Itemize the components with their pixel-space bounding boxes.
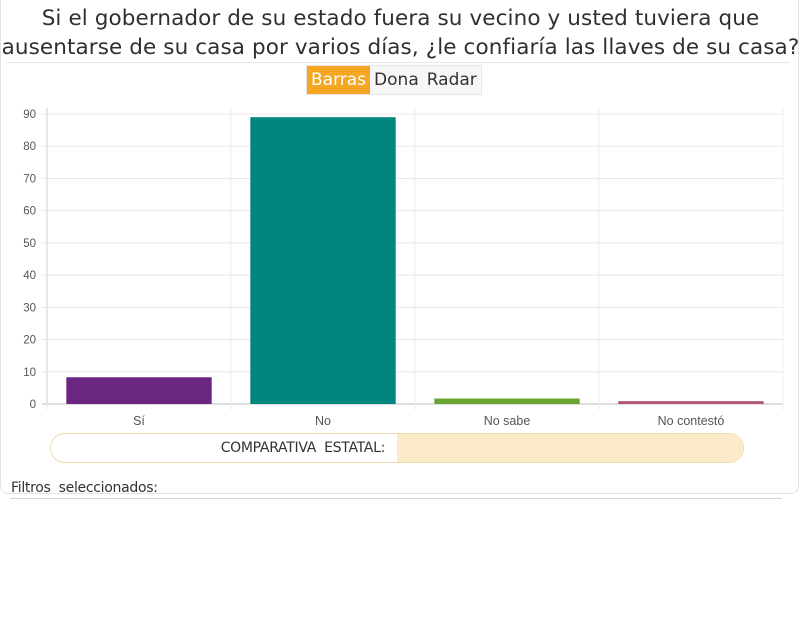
x-category-label: No sabe [484,414,531,428]
tab-radar[interactable]: Radar [426,70,477,90]
poll-card [0,0,799,494]
y-tick-label: 50 [23,238,36,250]
x-category-label: No [315,414,331,428]
y-tick-label: 40 [23,270,36,282]
x-category-label: No contestó [658,414,725,428]
y-tick-label: 90 [23,109,36,121]
bar-3[interactable] [434,398,580,404]
comparativa-fill [397,434,743,462]
filtros-label: Filtros seleccionados: [11,480,158,496]
x-category-label: Sí [133,414,145,428]
y-tick-label: 70 [23,173,36,185]
question-title: Si el gobernador de su estado fuera su v… [0,4,801,62]
question-line-1: Si el gobernador de su estado fuera su v… [41,6,760,31]
tab-barras[interactable]: Barras [307,66,371,94]
question-line-2: ausentarse de su casa por varios días, ¿… [1,35,800,60]
bottom-divider [10,498,782,499]
y-tick-label: 0 [30,399,36,411]
y-tick-label: 60 [23,206,36,218]
bar-1[interactable] [66,377,212,404]
chart-type-tabs: Barras Dona Radar [306,65,482,95]
comparativa-label: COMPARATIVA ESTATAL: [220,440,386,456]
y-tick-label: 20 [23,335,36,347]
comparativa-estatal-bar[interactable]: COMPARATIVA ESTATAL: [50,433,744,463]
y-tick-label: 10 [23,367,36,379]
title-divider [6,62,790,63]
bar-4[interactable] [618,401,764,404]
y-tick-label: 30 [23,302,36,314]
tab-dona[interactable]: Dona [374,70,419,90]
y-tick-label: 80 [23,141,36,153]
bar-chart: 0 10 20 30 40 50 60 70 80 90 Sí No No sabe No contest… [23,108,784,428]
bar-2[interactable] [250,117,396,404]
